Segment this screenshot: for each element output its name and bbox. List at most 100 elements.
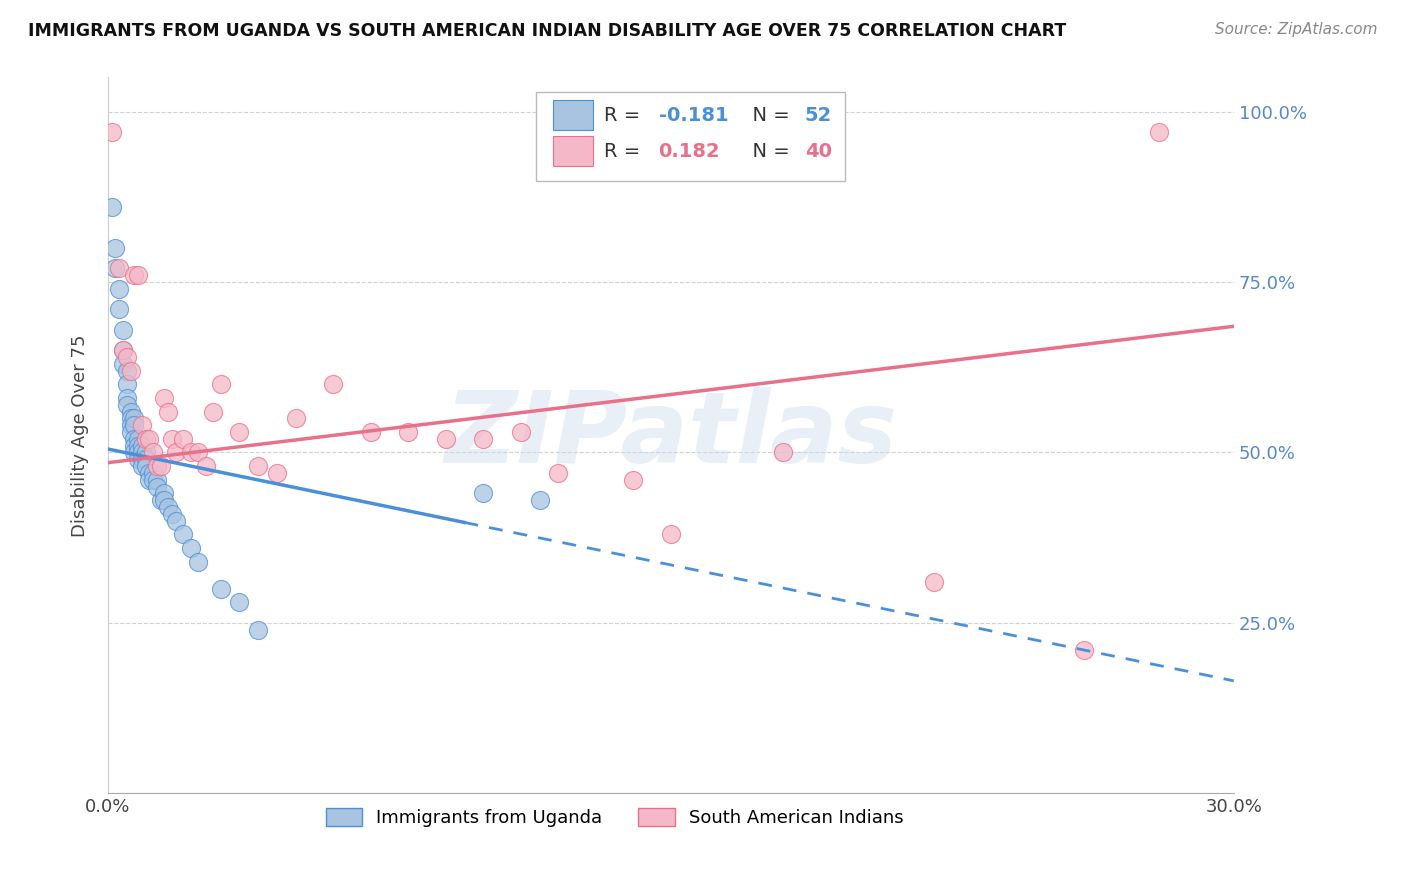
Point — [131, 452, 153, 467]
Point — [104, 241, 127, 255]
Text: N =: N = — [740, 106, 796, 125]
Y-axis label: Disability Age Over 75: Disability Age Over 75 — [72, 334, 89, 537]
Text: -0.181: -0.181 — [658, 106, 728, 125]
FancyBboxPatch shape — [553, 100, 593, 130]
Point — [131, 459, 153, 474]
Point — [228, 595, 250, 609]
Point — [529, 493, 551, 508]
Point — [922, 574, 945, 589]
Point — [108, 261, 131, 276]
Point — [149, 493, 172, 508]
Point — [115, 363, 138, 377]
Point — [108, 282, 131, 296]
Point — [127, 439, 149, 453]
Point — [138, 432, 160, 446]
Point — [157, 404, 180, 418]
Point — [115, 398, 138, 412]
Point — [547, 466, 569, 480]
Point — [360, 425, 382, 439]
Point — [120, 404, 142, 418]
Point — [180, 445, 202, 459]
Point — [120, 363, 142, 377]
Point — [509, 425, 531, 439]
Point — [142, 445, 165, 459]
Text: ZIPatlas: ZIPatlas — [444, 387, 897, 483]
Text: R =: R = — [605, 106, 647, 125]
Point — [434, 432, 457, 446]
Point — [153, 486, 176, 500]
Point — [120, 418, 142, 433]
Point — [134, 459, 156, 474]
Point — [122, 418, 145, 433]
Point — [160, 432, 183, 446]
Point — [111, 357, 134, 371]
Point — [772, 445, 794, 459]
FancyBboxPatch shape — [553, 136, 593, 166]
Point — [472, 432, 495, 446]
Point — [187, 555, 209, 569]
FancyBboxPatch shape — [536, 92, 845, 181]
Point — [659, 527, 682, 541]
Text: R =: R = — [605, 142, 654, 161]
Point — [165, 514, 187, 528]
Point — [228, 425, 250, 439]
Text: Source: ZipAtlas.com: Source: ZipAtlas.com — [1215, 22, 1378, 37]
Point — [153, 493, 176, 508]
Point — [165, 445, 187, 459]
Point — [111, 343, 134, 358]
Point — [209, 377, 232, 392]
Point — [138, 466, 160, 480]
Point — [131, 418, 153, 433]
Point — [122, 432, 145, 446]
Point — [149, 459, 172, 474]
Text: IMMIGRANTS FROM UGANDA VS SOUTH AMERICAN INDIAN DISABILITY AGE OVER 75 CORRELATI: IMMIGRANTS FROM UGANDA VS SOUTH AMERICAN… — [28, 22, 1066, 40]
Point — [194, 459, 217, 474]
Text: 52: 52 — [804, 106, 832, 125]
Point — [142, 473, 165, 487]
Text: 40: 40 — [804, 142, 832, 161]
Point — [122, 411, 145, 425]
Point — [187, 445, 209, 459]
Point — [247, 459, 270, 474]
Point — [115, 350, 138, 364]
Point — [131, 439, 153, 453]
Text: 0.182: 0.182 — [658, 142, 720, 161]
Point — [202, 404, 225, 418]
Point — [396, 425, 419, 439]
Point — [122, 445, 145, 459]
Point — [138, 473, 160, 487]
Point — [146, 479, 169, 493]
Point — [108, 302, 131, 317]
Point — [153, 391, 176, 405]
Point — [172, 527, 194, 541]
Point — [322, 377, 344, 392]
Point — [146, 473, 169, 487]
Point — [621, 473, 644, 487]
Point — [131, 445, 153, 459]
Point — [104, 261, 127, 276]
Point — [284, 411, 307, 425]
Point — [1073, 643, 1095, 657]
Point — [247, 623, 270, 637]
Point — [115, 377, 138, 392]
Point — [157, 500, 180, 514]
Point — [122, 268, 145, 282]
Point — [120, 411, 142, 425]
Point — [172, 432, 194, 446]
Point — [180, 541, 202, 555]
Point — [127, 445, 149, 459]
Point — [127, 432, 149, 446]
Point — [134, 452, 156, 467]
Point — [111, 323, 134, 337]
Point — [115, 391, 138, 405]
Point — [266, 466, 288, 480]
Point — [120, 425, 142, 439]
Point — [1147, 125, 1170, 139]
Point — [122, 439, 145, 453]
Point — [100, 125, 122, 139]
Point — [472, 486, 495, 500]
Point — [111, 343, 134, 358]
Text: N =: N = — [740, 142, 796, 161]
Point — [209, 582, 232, 596]
Point — [100, 200, 122, 214]
